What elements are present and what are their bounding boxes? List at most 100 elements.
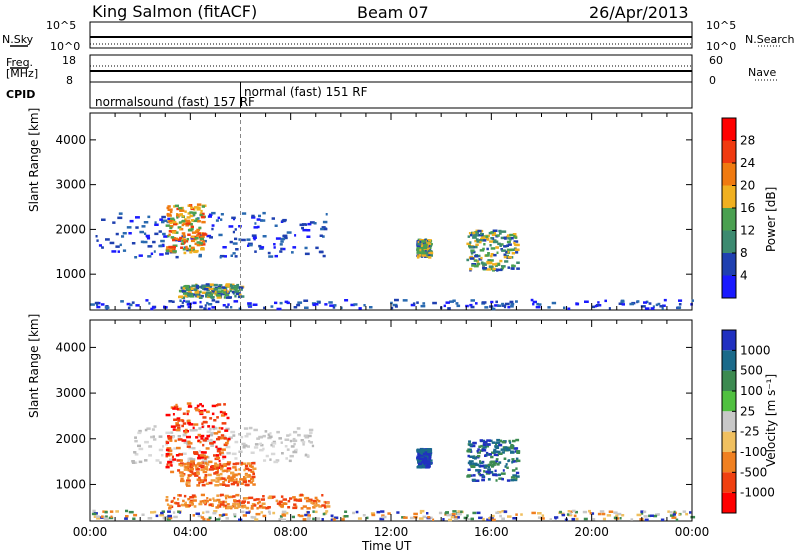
- power-ylabel: Slant Range [km]: [27, 107, 41, 212]
- power-cell: [217, 287, 222, 290]
- velocity-cell: [203, 499, 207, 503]
- power-cell: [485, 254, 490, 257]
- velocity-cell: [174, 439, 177, 443]
- power-cell: [197, 206, 201, 209]
- velocity-cell: [479, 439, 483, 442]
- velocity-cell: [189, 473, 193, 477]
- velocity-cell: [176, 417, 181, 420]
- power-cell: [516, 261, 520, 264]
- velocity-cell: [291, 515, 295, 519]
- velocity-cell: [217, 466, 221, 469]
- power-cell: [474, 231, 479, 234]
- velocity-cell: [216, 437, 221, 441]
- velocity-cell: [630, 518, 634, 521]
- velocity-cell: [91, 512, 97, 516]
- power-cell: [202, 285, 207, 288]
- power-cell: [490, 307, 496, 311]
- velocity-cell: [219, 437, 223, 440]
- velocity-cell: [304, 497, 307, 500]
- power-cell: [286, 231, 292, 234]
- velocity-cell: [168, 516, 173, 520]
- velocity-cell: [478, 445, 482, 448]
- power-cell: [151, 306, 156, 309]
- power-cell: [201, 212, 205, 216]
- power-cell: [328, 301, 333, 304]
- velocity-cell: [516, 451, 521, 454]
- power-cell: [502, 266, 505, 269]
- velocity-cell: [110, 515, 113, 518]
- power-cell: [198, 254, 202, 258]
- power-cell: [604, 299, 607, 303]
- velocity-cell: [265, 454, 269, 458]
- velocity-cell: [422, 515, 427, 519]
- velocity-cell: [247, 483, 250, 487]
- power-cell: [497, 268, 503, 272]
- power-cell: [468, 246, 474, 249]
- velocity-cell: [177, 419, 181, 422]
- velocity-cell: [160, 511, 164, 515]
- velocity-cell: [501, 517, 505, 520]
- power-cell: [222, 291, 226, 294]
- velocity-cell: [302, 518, 307, 521]
- power-cell: [199, 305, 203, 309]
- velocity-cell: [226, 476, 232, 480]
- velocity-cell: [230, 495, 234, 499]
- velocity-cell: [244, 497, 250, 500]
- velocity-cell: [204, 502, 207, 506]
- velocity-cell: [252, 472, 255, 476]
- velocity-cell: [244, 483, 248, 486]
- power-cell: [316, 300, 321, 304]
- velocity-cell: [660, 518, 665, 521]
- velocity-cell: [255, 512, 261, 516]
- power-cell: [490, 231, 495, 234]
- velocity-cell: [204, 474, 208, 477]
- power-cell: [171, 245, 176, 249]
- velocity-cell: [366, 516, 369, 520]
- velocity-cell: [292, 437, 296, 441]
- power-cell: [663, 298, 667, 302]
- power-cell: [419, 248, 422, 252]
- power-cell: [248, 243, 253, 247]
- power-cell: [428, 239, 432, 242]
- velocity-cell: [224, 464, 227, 467]
- power-cell: [474, 239, 477, 243]
- power-cell: [194, 206, 199, 209]
- power-cell: [223, 288, 227, 292]
- power-cell: [171, 300, 175, 303]
- velocity-cell: [432, 518, 435, 521]
- velocity-cell: [245, 511, 251, 514]
- power-cell: [490, 254, 493, 258]
- power-cell: [472, 236, 477, 239]
- velocity-cell: [183, 462, 187, 466]
- velocity-cell: [201, 465, 205, 468]
- velocity-cell: [195, 408, 198, 411]
- velocity-cell: [216, 449, 221, 453]
- velocity-cell: [380, 510, 385, 513]
- power-cell: [199, 242, 203, 245]
- power-cell: [176, 214, 182, 217]
- power-cell: [501, 265, 506, 268]
- velocity-cell: [199, 412, 204, 416]
- velocity-cell: [242, 444, 248, 447]
- velocity-cell: [479, 460, 482, 463]
- power-cell: [283, 236, 288, 240]
- power-cell: [127, 306, 131, 310]
- velocity-cell: [280, 495, 284, 498]
- power-colorbar-tick-label: 16: [740, 201, 755, 215]
- power-cell: [225, 284, 228, 287]
- power-cell: [280, 237, 286, 241]
- velocity-cell: [554, 516, 559, 519]
- velocity-cell: [216, 498, 221, 502]
- velocity-cell: [235, 462, 240, 465]
- velocity-cell: [196, 478, 201, 481]
- power-cell: [538, 303, 542, 306]
- power-cell: [262, 235, 267, 238]
- velocity-cell: [217, 447, 222, 451]
- velocity-cell: [237, 505, 241, 508]
- velocity-cell: [326, 505, 331, 508]
- velocity-cell: [272, 511, 276, 515]
- power-cell: [189, 295, 195, 298]
- velocity-cell: [500, 472, 506, 475]
- velocity-cell: [222, 464, 225, 467]
